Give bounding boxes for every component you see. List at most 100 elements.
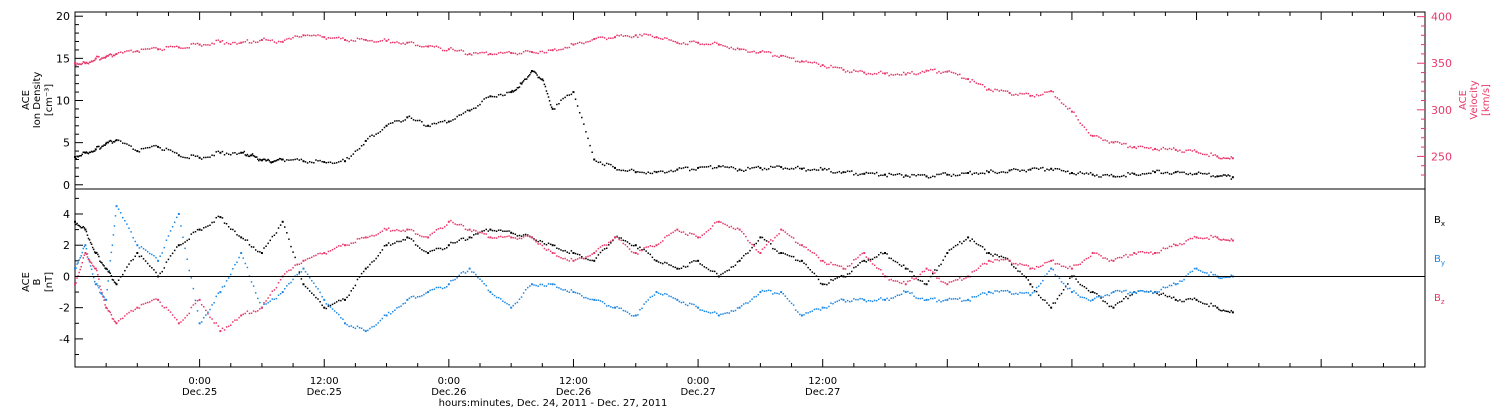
top-point xyxy=(443,49,446,52)
bottom-point xyxy=(350,290,352,292)
top-point xyxy=(1019,170,1021,172)
bottom-point xyxy=(1025,276,1027,279)
top-point xyxy=(1135,174,1138,176)
bottom-point xyxy=(265,245,267,247)
bottom-point xyxy=(622,239,625,242)
top-point xyxy=(726,46,728,48)
top-point xyxy=(114,53,117,56)
top-point xyxy=(543,51,546,54)
top-point xyxy=(163,48,166,51)
top-point xyxy=(705,166,708,168)
top-point xyxy=(280,158,283,161)
bottom-point xyxy=(487,230,490,232)
top-point xyxy=(626,170,629,172)
bottom-point xyxy=(622,242,625,245)
top-point xyxy=(747,166,749,169)
bottom-point xyxy=(1098,295,1100,298)
bottom-point xyxy=(1197,269,1200,271)
bottom-point xyxy=(325,253,328,255)
top-point xyxy=(99,148,101,150)
bottom-point xyxy=(1123,297,1125,300)
bottom-point xyxy=(686,304,689,307)
bottom-point xyxy=(641,249,643,251)
top-point xyxy=(385,124,388,127)
bottom-point xyxy=(288,269,290,272)
bottom-point xyxy=(981,246,984,248)
top-point xyxy=(886,175,888,178)
top-point xyxy=(533,51,535,54)
bottom-point xyxy=(315,296,317,299)
bottom-point xyxy=(697,259,700,262)
top-point xyxy=(659,37,662,40)
top-point xyxy=(516,87,519,89)
top-point xyxy=(519,82,522,84)
top-point xyxy=(350,155,352,157)
x-tick-label-time: 12:00 xyxy=(808,376,837,387)
top-point xyxy=(1179,149,1181,152)
bottom-point xyxy=(780,228,783,231)
bottom-point xyxy=(1042,264,1044,267)
bottom-point xyxy=(813,252,816,254)
top-point xyxy=(529,73,531,76)
top-point xyxy=(1062,170,1065,172)
bottom-point xyxy=(248,312,251,315)
bottom-point xyxy=(108,269,111,272)
bottom-point xyxy=(537,240,539,243)
top-point xyxy=(128,50,130,52)
bottom-point xyxy=(1162,247,1165,249)
bottom-point xyxy=(92,276,95,279)
top-point xyxy=(273,160,276,162)
bottom-point xyxy=(126,313,128,315)
top-point xyxy=(772,166,774,168)
top-point xyxy=(981,172,984,174)
bottom-point xyxy=(508,230,510,232)
top-point xyxy=(196,155,199,157)
top-point xyxy=(275,159,278,162)
top-point xyxy=(421,121,423,123)
bottom-point xyxy=(865,256,868,258)
bottom-point xyxy=(296,263,298,266)
top-point xyxy=(100,58,102,60)
bottom-point xyxy=(1204,271,1206,274)
top-point xyxy=(321,36,323,38)
top-point xyxy=(1025,170,1027,173)
top-point xyxy=(1206,153,1208,156)
bottom-point xyxy=(273,289,276,291)
bottom-point xyxy=(348,244,350,246)
x-tick-label-date: Dec.26 xyxy=(556,387,591,398)
bottom-point xyxy=(111,317,114,320)
bottom-point xyxy=(389,244,392,246)
bottom-point xyxy=(106,268,108,271)
top-point xyxy=(1052,91,1054,93)
bottom-point xyxy=(942,281,944,283)
bottom-point xyxy=(724,312,726,315)
bottom-point xyxy=(128,263,130,265)
bottom-point xyxy=(230,228,232,230)
bottom-point xyxy=(410,228,413,231)
top-point xyxy=(813,168,816,171)
bottom-point xyxy=(1158,291,1160,293)
top-point xyxy=(637,36,639,38)
bottom-point xyxy=(722,272,724,275)
bottom-point xyxy=(682,265,685,268)
top-point xyxy=(558,102,560,105)
top-point xyxy=(788,168,791,171)
bottom-point xyxy=(1027,292,1030,294)
bottom-point xyxy=(824,261,826,264)
bottom-point xyxy=(244,262,247,265)
bottom-point xyxy=(952,298,955,300)
top-point xyxy=(107,55,109,57)
bottom-point xyxy=(691,303,693,305)
top-point xyxy=(558,49,560,51)
top-point xyxy=(834,66,836,68)
bottom-point xyxy=(1017,293,1019,295)
top-point xyxy=(986,89,988,91)
top-point xyxy=(1127,146,1129,149)
top-point xyxy=(882,72,884,74)
bottom-point xyxy=(566,259,568,261)
bottom-point xyxy=(466,270,469,273)
bottom-point xyxy=(797,259,799,262)
top-point xyxy=(711,42,714,45)
bottom-point xyxy=(1077,281,1079,283)
top-point xyxy=(1231,176,1234,179)
